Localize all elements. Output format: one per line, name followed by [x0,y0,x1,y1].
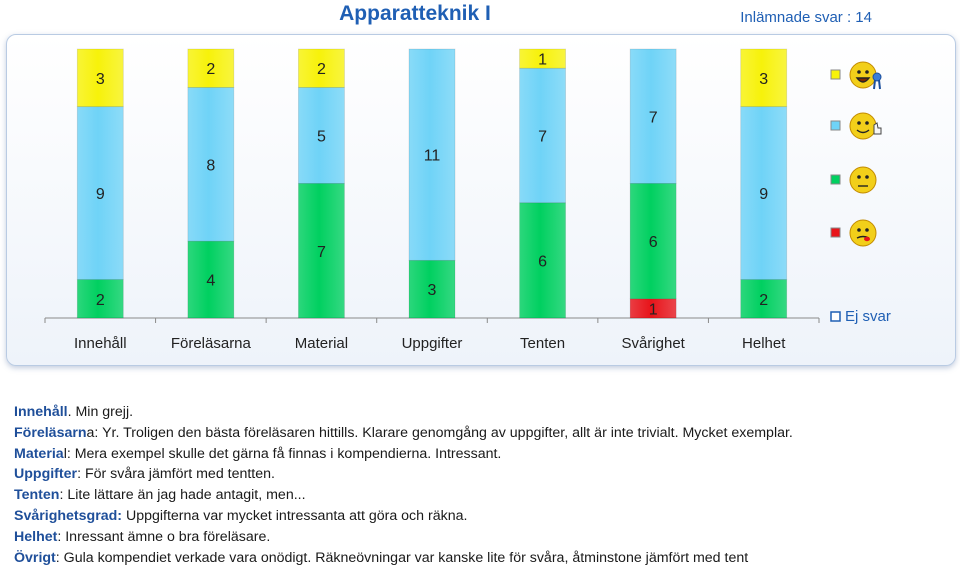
smiley-eye [865,228,869,232]
smiley-mouth [855,77,871,83]
comment-text: : Lite lättare än jag hade antagit, men.… [59,487,306,504]
bar-segment [519,48,566,69]
comment-label: Innehåll [14,404,68,420]
data-label: 3 [96,71,105,88]
legend-swatch [830,174,841,185]
course-title: Apparatteknik I [339,2,491,25]
smiley-eye [865,70,869,74]
data-label: 1 [538,52,547,69]
comment-text: Uppgifterna var mycket intressanta att g… [122,507,468,524]
comment-text: : Inressant ämne o bra föreläsare. [57,528,271,545]
comment-innehall: Innehåll. Min grejj. [14,402,954,423]
comment-uppgifter: Uppgifter: För svåra jämfört med tentten… [14,464,954,485]
comment-label: Materia [14,445,64,462]
legend-swatch [830,227,841,238]
smiley-mouth [856,129,870,134]
comment-label: Tenten [14,487,60,504]
category-label: Svårighet [621,335,685,352]
bar-segment [519,67,566,204]
data-label: 2 [317,61,326,78]
comment-label: Föreläsarn [14,424,87,441]
thumbs-up-smiley-icon [849,112,877,140]
neutral-smiley-icon [849,166,877,194]
thumb-icon [873,122,882,135]
data-label: 2 [96,292,105,309]
data-label: 7 [317,244,326,261]
bar-segment [740,279,788,319]
data-label: 9 [759,186,768,203]
data-label: 8 [206,157,215,174]
data-label: 1 [649,301,658,318]
data-label: 5 [317,128,326,145]
category-label: Innehåll [74,335,127,352]
comment-label: Övrigt [14,549,56,566]
comment-helhet: Helhet: Inressant ämne o bra föreläsare. [14,527,954,548]
comment-text: a: Yr. Troligen den bästa föreläsaren hi… [86,424,793,441]
bar-segment [519,202,566,319]
bar-segment [76,48,124,108]
comment-text: : Gula kompendiet verkade vara onödigt. … [55,549,749,566]
smiley-eye [857,121,861,125]
category-label: Material [295,335,348,352]
comment-text: : För svåra jämfört med tentten. [77,466,275,483]
data-label: 6 [538,253,547,270]
bar-segment [298,183,345,319]
data-label: 3 [428,282,437,299]
comment-text: l: Mera exempel skulle det gärna få finn… [63,445,502,462]
legend-swatch [830,69,841,80]
comment-text: . Min grejj. [67,404,134,420]
page-title: Apparatteknik I [0,2,960,26]
smiley-eye [865,175,869,179]
category-label: Helhet [742,335,786,352]
bar-segment [187,48,235,88]
category-label: Uppgifter [402,335,463,352]
legend-swatch [830,311,841,322]
bar-segment [408,48,456,261]
bar-segment [76,279,124,319]
category-label: Tenten [520,335,565,352]
tongue-icon [864,236,870,242]
data-label: 3 [759,71,768,88]
tongue-out-smiley-icon [849,219,877,247]
legend-label: Ej svar [845,308,891,325]
comment-ovrigt: Övrigt: Gula kompendiet verkade vara onö… [14,548,954,569]
bar-segment [408,259,456,319]
ecstatic-smiley-with-ribbon-icon [849,61,877,89]
data-label: 4 [206,273,215,290]
comment-svarighetsgrad: Svårighetsgrad: Uppgifterna var mycket i… [14,506,954,527]
bar-segment [187,240,235,319]
smiley-eye [865,121,869,125]
legend-swatch [830,120,841,131]
smiley-eye [857,228,861,232]
bar-segment [629,48,677,184]
comment-label: Svårighetsgrad: [14,507,123,524]
comment-label: Uppgifter [14,466,78,483]
category-label: Föreläsarna [171,335,252,352]
bar-segment [187,87,235,242]
smiley-eye [857,175,861,179]
data-label: 9 [96,186,105,203]
smiley-eye [857,70,861,74]
comment-label: Helhet [14,528,58,545]
data-label: 2 [759,292,768,309]
data-label: 7 [649,109,658,126]
stacked-bar-chart: 293Innehåll482Föreläsarna752Material311U… [44,48,891,352]
comments-section: Innehåll. Min grejj. Föreläsarna: Yr. Tr… [14,402,954,568]
chart-panel: 2 9 3 Innehåll 4 8 2 Föreläsarna 7 5 2 Material 3 11 U… [6,34,956,366]
submitted-count: Inlämnade svar : 14 [740,9,872,26]
bar-segment [740,48,788,108]
comment-material: Material: Mera exempel skulle det gärna … [14,444,954,465]
data-label: 2 [206,61,215,78]
bar-segment [298,48,345,88]
data-label: 6 [649,234,658,251]
comment-tenten: Tenten: Lite lättare än jag hade antagit… [14,485,954,506]
bar-segment [740,106,788,280]
comment-forelasarna: Föreläsarna: Yr. Troligen den bästa före… [14,423,954,444]
bar-segment [76,106,124,280]
data-label: 11 [424,148,441,165]
ribbon-icon [872,72,882,82]
data-label: 7 [538,128,547,145]
ribbon-tail [873,79,881,90]
